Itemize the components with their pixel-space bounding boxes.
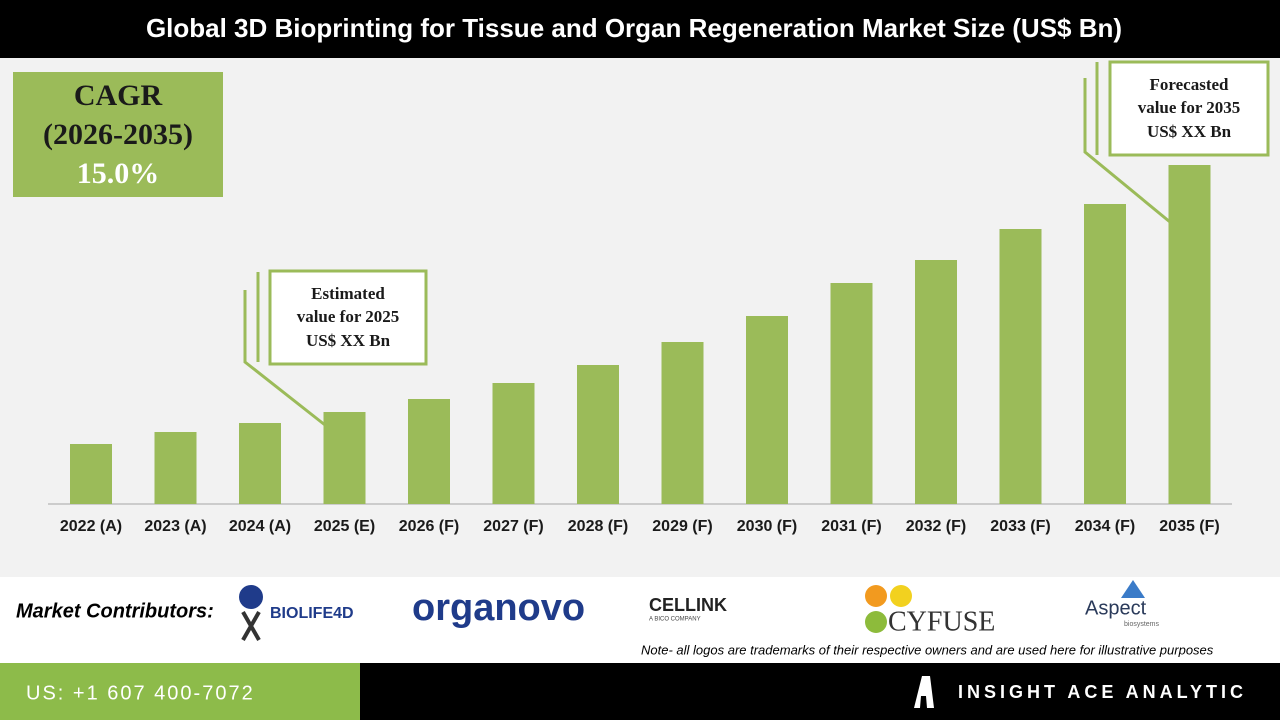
annotation: Estimated <box>311 284 385 303</box>
x-tick-label: 2028 (F) <box>568 518 628 535</box>
annotation: US$ XX Bn <box>1147 122 1232 141</box>
logo-text: BIOLIFE4D <box>270 605 354 622</box>
bar <box>830 283 873 504</box>
x-tick-label: 2024 (A) <box>229 518 291 535</box>
x-tick-label: 2030 (F) <box>737 518 797 535</box>
logo-aspect: Aspect biosystems <box>1085 580 1160 628</box>
cagr-period: (2026-2035) <box>43 118 193 151</box>
contributors-label: Market Contributors: <box>16 600 214 622</box>
x-tick-label: 2035 (F) <box>1159 518 1219 535</box>
bar <box>746 316 788 504</box>
note: Note- all logos are trademarks of their … <box>641 642 1214 657</box>
x-tick-label: 2032 (F) <box>906 518 966 535</box>
title-bar <box>0 0 1280 58</box>
contributors-strip <box>0 577 1280 663</box>
logo-organovo: organovo <box>412 587 585 629</box>
x-tick-label: 2022 (A) <box>60 518 122 535</box>
bar <box>492 383 535 504</box>
cagr-box <box>13 72 223 197</box>
bar <box>154 432 197 504</box>
bar <box>999 229 1042 504</box>
bar <box>1168 165 1211 504</box>
logo-text: biosystems <box>1124 621 1160 628</box>
logo-text: Aspect <box>1085 597 1147 619</box>
bar <box>661 342 704 504</box>
bar <box>70 444 112 504</box>
brand-icon <box>914 676 934 708</box>
annotation: US$ XX Bn <box>306 331 391 350</box>
x-tick-label: 2034 (F) <box>1075 518 1135 535</box>
x-tick-label: 2033 (F) <box>990 518 1050 535</box>
x-tick-label: 2025 (E) <box>314 518 375 535</box>
x-tick-label: 2026 (F) <box>399 518 459 535</box>
callout-lines <box>243 62 1171 427</box>
annotation: Forecasted <box>1150 75 1230 94</box>
brand: INSIGHT ACE ANALYTIC <box>958 682 1247 702</box>
logo-biolife: BIOLIFE4D <box>239 585 354 641</box>
cagr-label: CAGR <box>74 79 163 112</box>
bar <box>915 260 957 504</box>
footer-phone-box <box>0 663 360 720</box>
bar <box>1084 204 1126 504</box>
x-tick-label: 2031 (F) <box>821 518 881 535</box>
bar <box>408 399 450 504</box>
bar <box>323 412 366 504</box>
phone: US: +1 607 400-7072 <box>26 682 255 704</box>
logo-cellink-sub: A BICO COMPANY <box>649 617 701 623</box>
x-tick-label: 2029 (F) <box>652 518 712 535</box>
logo-cellink: CELLINK <box>649 595 727 615</box>
logo-text: CYFUSE <box>888 606 995 637</box>
bar <box>577 365 619 504</box>
bar <box>239 423 281 504</box>
annotation: value for 2035 <box>1138 98 1241 117</box>
x-tick-label: 2023 (A) <box>144 518 206 535</box>
forecast-box <box>1108 60 1270 157</box>
chart-title: Global 3D Bioprinting for Tissue and Org… <box>146 13 1122 43</box>
logo-cyfuse: CYFUSE <box>865 585 995 637</box>
estimate-box <box>268 269 428 366</box>
cagr-value: 15.0% <box>77 157 160 190</box>
annotation: value for 2025 <box>297 307 400 326</box>
x-tick-label: 2027 (F) <box>483 518 543 535</box>
